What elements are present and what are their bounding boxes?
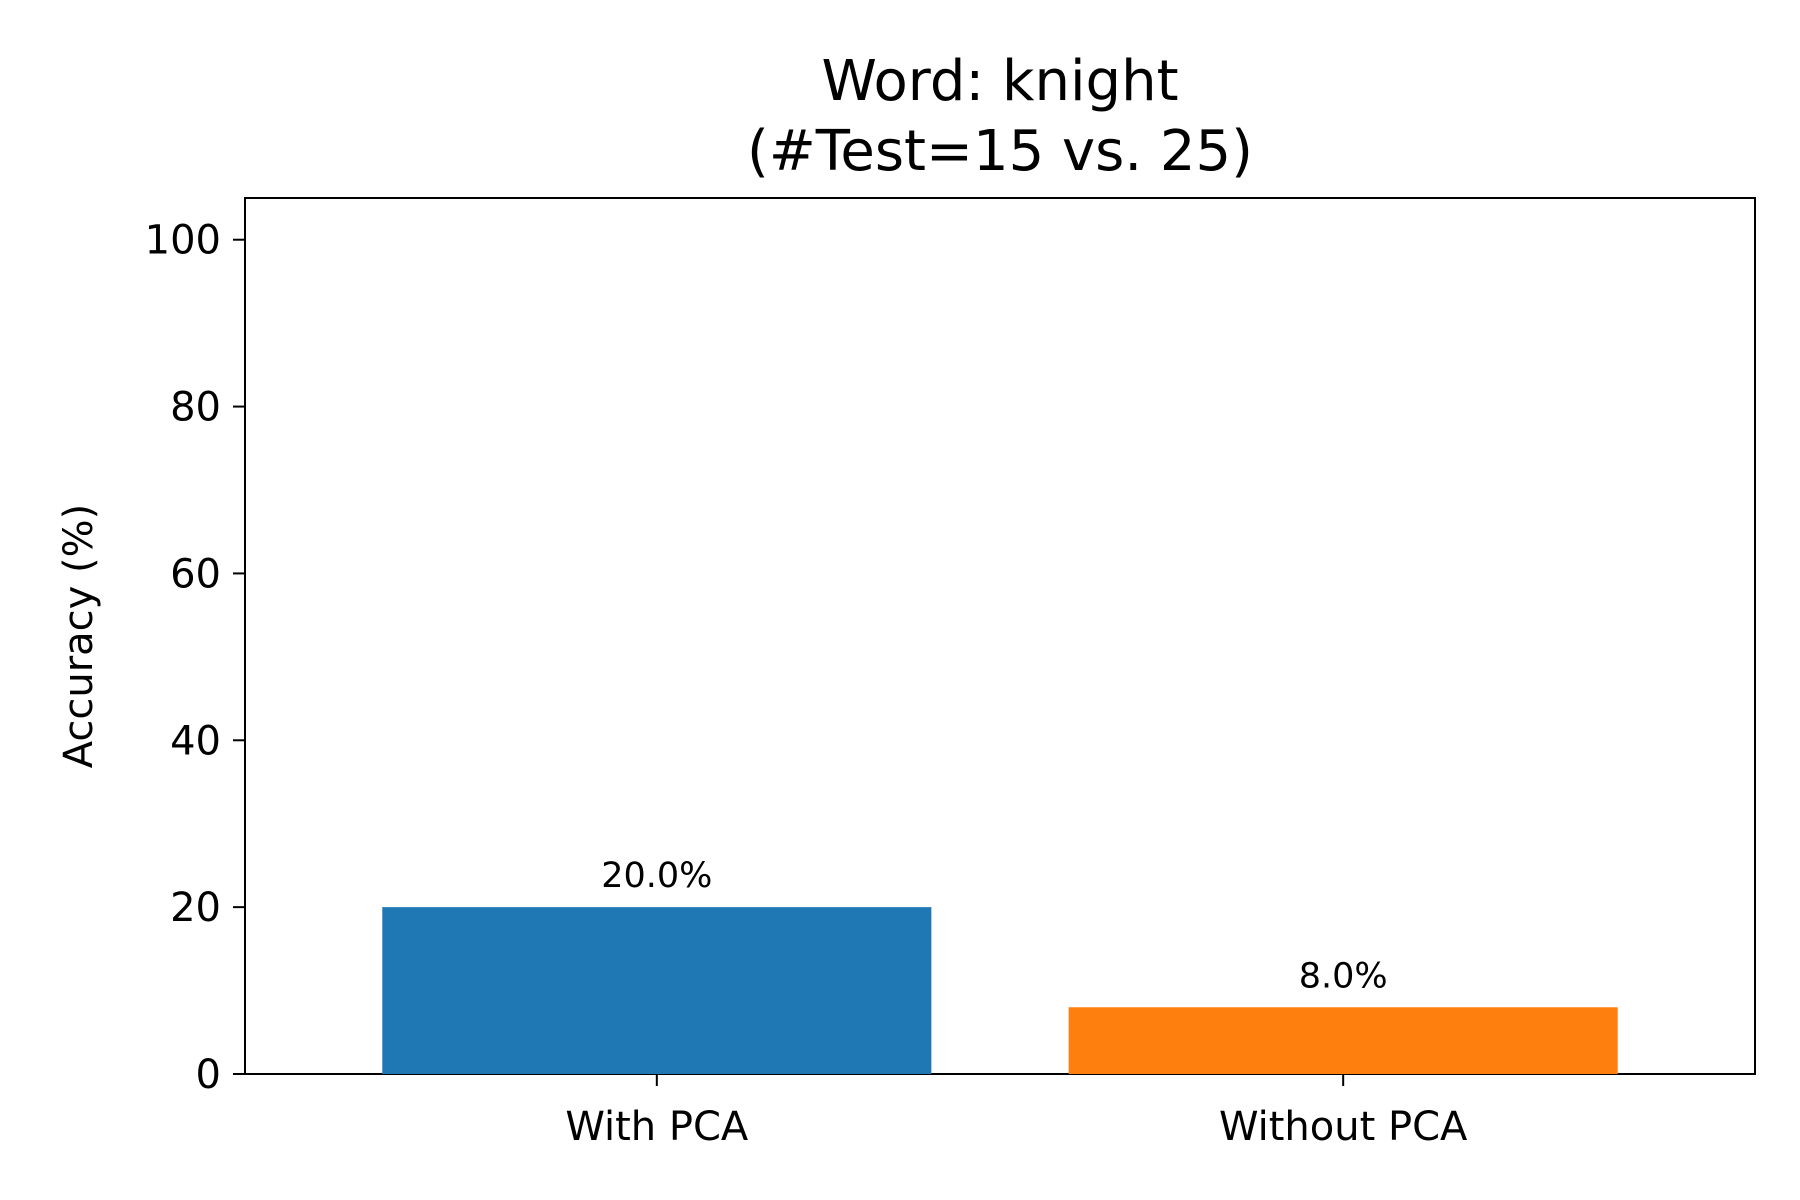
y-tick-label: 80	[170, 385, 221, 431]
x-tick-label: Without PCA	[1219, 1104, 1468, 1150]
bar-with-pca	[382, 907, 932, 1074]
x-axis-ticks: With PCA Without PCA	[565, 1074, 1468, 1150]
plot-frame	[244, 197, 1756, 1075]
y-tick-label: 40	[170, 718, 221, 764]
bar-without-pca	[1068, 1007, 1618, 1074]
y-tick-label: 0	[196, 1052, 221, 1098]
y-axis-ticks: 0 20 40 60 80 100	[145, 218, 245, 1098]
x-tick-label: With PCA	[565, 1104, 749, 1150]
bar-value-label: 8.0%	[1299, 956, 1388, 996]
y-tick-label: 60	[170, 551, 221, 597]
y-tick-label: 20	[170, 885, 221, 931]
value-labels: 20.0% 8.0%	[601, 856, 1387, 996]
bar-value-label: 20.0%	[601, 856, 712, 896]
y-axis-label: Accuracy (%)	[56, 504, 102, 769]
y-tick-label: 100	[145, 218, 221, 264]
chart-title: Word: knight	[821, 49, 1178, 114]
chart-subtitle: (#Test=15 vs. 25)	[747, 119, 1253, 184]
bars	[382, 907, 1618, 1074]
